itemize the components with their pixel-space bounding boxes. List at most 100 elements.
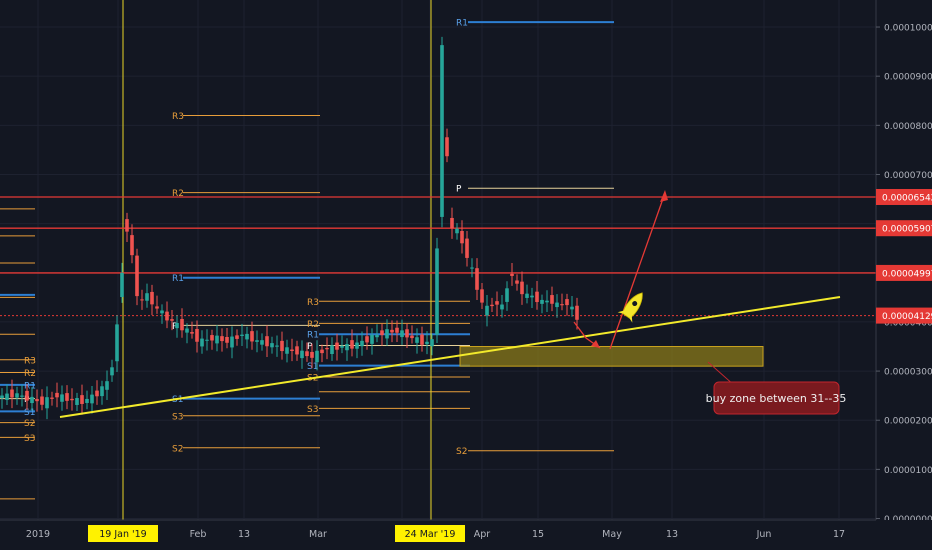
candle-body bbox=[270, 343, 274, 348]
candle-body bbox=[5, 393, 9, 400]
candle-body bbox=[90, 394, 94, 404]
candle-body bbox=[245, 333, 249, 340]
price-label-bg bbox=[876, 188, 932, 205]
pivot-label: R1 bbox=[172, 274, 184, 284]
x-marker-label-bg bbox=[395, 525, 465, 542]
candle-body bbox=[335, 342, 339, 350]
candle-body bbox=[520, 281, 524, 295]
price-label-bg bbox=[876, 220, 932, 237]
pivot-label: S2 bbox=[24, 419, 35, 429]
rocket-icon bbox=[617, 292, 643, 323]
x-tick-label: Apr bbox=[474, 529, 491, 540]
candle-body bbox=[375, 335, 379, 338]
price-label: 0.00005907 bbox=[882, 225, 932, 235]
corner-box bbox=[876, 520, 932, 550]
pivot-label: R2 bbox=[307, 320, 319, 330]
candle-body bbox=[230, 336, 234, 348]
candle-body bbox=[350, 340, 354, 349]
candle-body bbox=[325, 348, 329, 350]
candle-body bbox=[425, 341, 429, 345]
candle-body bbox=[455, 228, 459, 234]
x-tick-label: 13 bbox=[238, 529, 250, 540]
candle-body bbox=[390, 329, 394, 333]
candle-body bbox=[220, 336, 224, 342]
candle-body bbox=[65, 393, 69, 401]
candle-body bbox=[105, 381, 109, 390]
drawing-tools bbox=[59, 190, 841, 418]
pivot-label: S2 bbox=[172, 444, 183, 454]
pivot-label: P bbox=[456, 185, 462, 195]
candle-body bbox=[300, 350, 304, 359]
candle-body bbox=[295, 346, 299, 355]
candle-body bbox=[570, 306, 574, 310]
candle-body bbox=[475, 268, 479, 290]
candle-body bbox=[370, 334, 374, 344]
candle-body bbox=[100, 386, 104, 397]
candle-body bbox=[10, 389, 14, 398]
pivot-label: R1 bbox=[307, 331, 319, 341]
candle-body bbox=[460, 230, 464, 244]
x-tick-label: 19 Jan '19 bbox=[99, 529, 146, 540]
buy-zone-callout: buy zone between 31--35 bbox=[706, 381, 847, 415]
callout-text: buy zone between 31--35 bbox=[706, 392, 847, 405]
candle-body bbox=[540, 299, 544, 304]
candle-body bbox=[385, 329, 389, 339]
candle-body bbox=[255, 340, 259, 342]
candle-body bbox=[135, 255, 139, 297]
settings-corner[interactable] bbox=[876, 520, 932, 550]
candle-body bbox=[465, 238, 469, 258]
candle-body bbox=[510, 273, 514, 276]
candle-body bbox=[280, 340, 284, 352]
candle-body bbox=[480, 289, 484, 303]
price-label: 0.00006542 bbox=[882, 193, 932, 203]
pivot-label: R3 bbox=[24, 356, 36, 366]
pivot-label: P bbox=[307, 342, 313, 352]
candle-body bbox=[125, 219, 129, 232]
candle-body bbox=[360, 340, 364, 347]
candle-body bbox=[240, 334, 244, 336]
pivot-label: R1 bbox=[456, 19, 468, 29]
candle-body bbox=[345, 344, 349, 351]
candle-body bbox=[380, 330, 384, 336]
candle-body bbox=[250, 331, 254, 342]
x-tick-label: 2019 bbox=[26, 529, 50, 540]
candle-body bbox=[55, 392, 59, 398]
candle-body bbox=[20, 395, 24, 397]
candle-body bbox=[70, 398, 74, 401]
pivot-label: S3 bbox=[24, 434, 35, 444]
up-arrow bbox=[609, 192, 666, 350]
candle-body bbox=[330, 345, 334, 355]
pivot-label: R1 bbox=[24, 381, 36, 391]
candle-body bbox=[210, 335, 214, 341]
candle-body bbox=[0, 395, 4, 399]
candle-body bbox=[530, 295, 534, 298]
candle-body bbox=[35, 398, 39, 402]
candle-body bbox=[490, 304, 494, 307]
candle-body bbox=[495, 301, 499, 305]
candle-body bbox=[25, 390, 29, 401]
x-tick-label: 15 bbox=[532, 529, 544, 540]
pivot-levels: R3R2R1PS1S2S3R3R2R1PS1S3S2R3R2R1PS1S2S3R… bbox=[0, 19, 614, 500]
candle-body bbox=[190, 332, 194, 334]
candle-body bbox=[435, 248, 439, 335]
candle-body bbox=[150, 291, 154, 305]
candle-body bbox=[340, 345, 344, 348]
down-arrow-head bbox=[591, 340, 600, 348]
candle-body bbox=[365, 336, 369, 343]
candle-body bbox=[500, 304, 504, 310]
price-label: 0.00004997 bbox=[882, 269, 932, 279]
candle-body bbox=[430, 339, 434, 347]
x-tick-label: Feb bbox=[190, 529, 207, 540]
pivot-label: R2 bbox=[172, 189, 184, 199]
candle-body bbox=[195, 328, 199, 342]
candle-body bbox=[395, 327, 399, 333]
price-label: 0.00004129 bbox=[882, 312, 932, 322]
pivot-label: S1 bbox=[24, 408, 35, 418]
candle-body bbox=[180, 318, 184, 331]
